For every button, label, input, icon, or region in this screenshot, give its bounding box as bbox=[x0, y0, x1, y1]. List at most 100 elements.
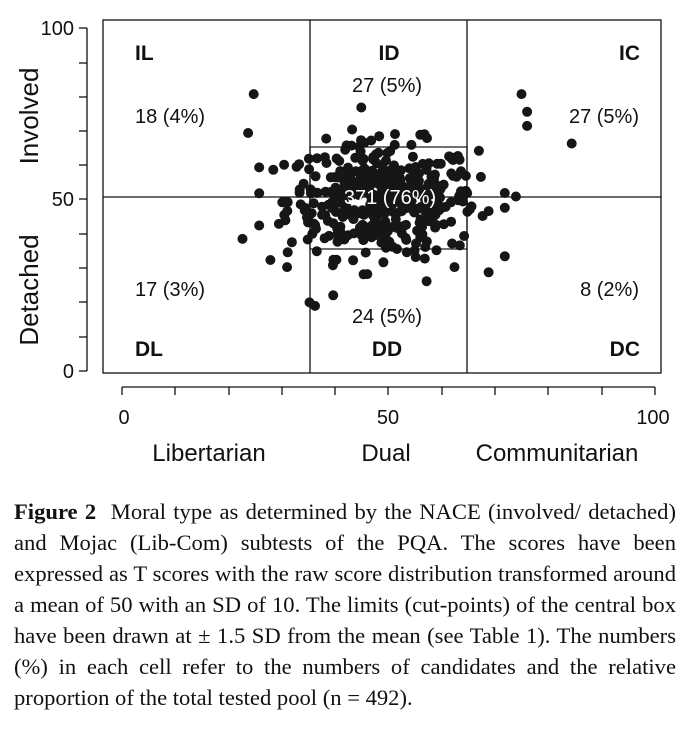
scatter-point bbox=[407, 151, 418, 162]
scatter-point bbox=[356, 135, 366, 146]
y-axis-ticks bbox=[79, 27, 87, 372]
scatter-point bbox=[420, 242, 431, 252]
cell-count-dd: 24 (5%) bbox=[352, 306, 422, 328]
scatter-point bbox=[304, 164, 315, 175]
cell-code-ic: IC bbox=[619, 42, 640, 65]
x-category-communitarian: Communitarian bbox=[476, 440, 639, 467]
scatter-point bbox=[340, 144, 351, 155]
scatter-point bbox=[332, 236, 343, 247]
y-tick-label-0: 0 bbox=[63, 361, 74, 383]
scatter-point bbox=[417, 221, 428, 232]
scatter-point bbox=[347, 124, 358, 135]
scatter-point bbox=[417, 186, 428, 197]
scatter-point bbox=[391, 222, 402, 233]
moral-type-scatter-chart: 100 50 0 Involved Detached 0 50 100 Libe… bbox=[14, 18, 670, 467]
scatter-point bbox=[328, 290, 339, 301]
caption-label: Figure 2 bbox=[14, 499, 97, 524]
cell-count-ic: 27 (5%) bbox=[569, 106, 639, 128]
x-tick-label-100: 100 bbox=[636, 407, 669, 429]
scatter-point bbox=[436, 182, 446, 193]
scatter-point bbox=[431, 202, 441, 213]
scatter-point bbox=[432, 158, 443, 169]
scatter-point bbox=[483, 267, 494, 278]
scatter-point bbox=[464, 204, 475, 215]
cell-code-dd: DD bbox=[372, 338, 402, 361]
scatter-point bbox=[358, 153, 369, 164]
scatter-point bbox=[401, 219, 411, 230]
scatter-point bbox=[277, 197, 288, 208]
y-tick-label-50: 50 bbox=[52, 189, 74, 211]
x-tick-label-0: 0 bbox=[118, 407, 129, 429]
y-category-detached: Detached bbox=[14, 234, 44, 345]
y-tick-label-100: 100 bbox=[41, 18, 74, 40]
scatter-point bbox=[431, 245, 442, 256]
scatter-point bbox=[360, 247, 371, 258]
scatter-point bbox=[440, 201, 451, 212]
scatter-point bbox=[305, 184, 316, 195]
scatter-point bbox=[427, 213, 438, 224]
scatter-point bbox=[379, 208, 390, 219]
scatter-point bbox=[451, 171, 462, 182]
scatter-point bbox=[426, 171, 437, 182]
scatter-point bbox=[307, 228, 318, 239]
scatter-point bbox=[320, 210, 331, 221]
scatter-point bbox=[331, 254, 342, 265]
scatter-point bbox=[376, 182, 387, 193]
scatter-point bbox=[449, 262, 460, 273]
cell-code-dl: DL bbox=[135, 338, 163, 361]
scatter-point bbox=[286, 237, 297, 248]
scatter-point bbox=[387, 163, 398, 174]
scatter-point bbox=[254, 162, 265, 173]
scatter-point bbox=[380, 216, 391, 227]
cell-count-dl: 17 (3%) bbox=[135, 279, 205, 301]
scatter-point bbox=[353, 190, 364, 200]
scatter-point bbox=[522, 120, 533, 131]
x-axis-ticks bbox=[121, 387, 656, 395]
scatter-point bbox=[339, 177, 350, 188]
scatter-point bbox=[308, 218, 319, 229]
scatter-point bbox=[372, 191, 383, 202]
scatter-point bbox=[423, 158, 434, 169]
scatter-point bbox=[364, 167, 375, 178]
scatter-point bbox=[408, 205, 419, 216]
scatter-point bbox=[280, 215, 291, 226]
scatter-point bbox=[294, 159, 305, 170]
scatter-point bbox=[330, 182, 341, 193]
scatter-point bbox=[312, 153, 322, 164]
scatter-point bbox=[392, 191, 403, 202]
x-tick-label-50: 50 bbox=[377, 407, 399, 429]
scatter-point bbox=[483, 206, 494, 217]
x-category-dual: Dual bbox=[361, 440, 410, 467]
scatter-point bbox=[387, 176, 398, 187]
scatter-point bbox=[348, 255, 359, 266]
scatter-point bbox=[430, 189, 441, 200]
cell-code-dc: DC bbox=[610, 338, 640, 361]
scatter-point bbox=[282, 262, 293, 273]
scatter-point bbox=[419, 253, 430, 264]
scatter-point bbox=[268, 164, 279, 175]
scatter-point bbox=[422, 133, 432, 144]
scatter-point bbox=[341, 204, 352, 215]
scatter-point bbox=[510, 191, 521, 202]
figure-caption: Figure 2 Moral type as determined by the… bbox=[14, 496, 676, 713]
scatter-point bbox=[473, 145, 484, 156]
cell-code-id: ID bbox=[379, 42, 400, 65]
scatter-point bbox=[419, 204, 430, 215]
scatter-point bbox=[421, 276, 432, 287]
scatter-point bbox=[248, 89, 259, 100]
scatter-point bbox=[254, 188, 265, 199]
scatter-point bbox=[331, 153, 342, 164]
scatter-point bbox=[334, 195, 345, 205]
y-category-involved: Involved bbox=[14, 68, 44, 165]
caption-text: Moral type as determined by the NACE (in… bbox=[14, 499, 677, 710]
scatter-point bbox=[356, 102, 367, 113]
scatter-point bbox=[499, 202, 510, 213]
scatter-point bbox=[237, 233, 248, 244]
scatter-point bbox=[324, 230, 334, 241]
cell-count-id: 27 (5%) bbox=[352, 75, 422, 97]
scatter-point bbox=[343, 162, 353, 173]
scatter-point bbox=[447, 238, 458, 249]
scatter-point bbox=[356, 166, 367, 177]
scatter-point bbox=[342, 187, 352, 198]
scatter-point bbox=[332, 223, 343, 234]
